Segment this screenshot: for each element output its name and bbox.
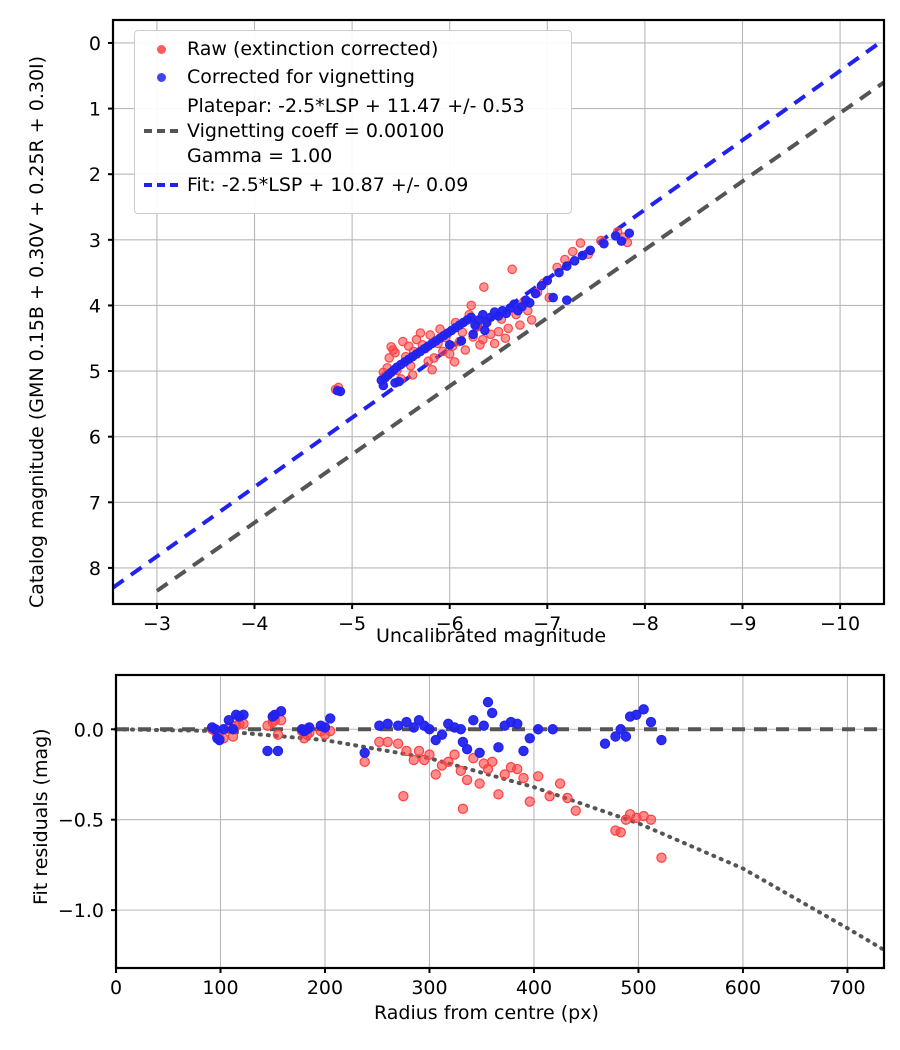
legend-item-corrected: Corrected for vignetting: [135, 63, 571, 91]
svg-text:−0.5: −0.5: [58, 810, 104, 832]
svg-text:−5: −5: [338, 613, 366, 635]
svg-text:500: 500: [620, 977, 656, 999]
svg-text:−3: −3: [143, 613, 171, 635]
legend-label-raw: Raw (extinction corrected): [187, 38, 439, 60]
svg-text:200: 200: [307, 977, 343, 999]
legend-label-platepar-1: Platepar: -2.5*LSP + 11.47 +/- 0.53: [187, 94, 525, 117]
svg-text:−6: −6: [436, 613, 464, 635]
svg-text:600: 600: [725, 977, 761, 999]
svg-text:0: 0: [110, 977, 122, 999]
svg-text:3: 3: [89, 230, 101, 252]
svg-text:−7: −7: [533, 613, 561, 635]
legend-item-raw: Raw (extinction corrected): [135, 35, 571, 63]
svg-text:−8: −8: [631, 613, 659, 635]
legend: Raw (extinction corrected) Corrected for…: [134, 30, 572, 214]
svg-text:700: 700: [829, 977, 865, 999]
platepar-line-icon: [135, 129, 187, 133]
legend-item-fit: Fit: -2.5*LSP + 10.87 +/- 0.09: [135, 171, 571, 199]
top-panel-x-axis-label: Uncalibrated magnitude: [376, 625, 607, 647]
corrected-marker-icon: [135, 72, 187, 82]
svg-text:8: 8: [89, 558, 101, 580]
svg-text:6: 6: [89, 427, 101, 449]
raw-marker-icon: [135, 44, 187, 54]
svg-text:−9: −9: [728, 613, 756, 635]
bottom-panel-y-axis-label: Fit residuals (mag): [30, 728, 52, 905]
svg-text:4: 4: [89, 295, 101, 317]
svg-text:−10: −10: [820, 613, 860, 635]
svg-text:1: 1: [89, 99, 101, 121]
legend-label-fit: Fit: -2.5*LSP + 10.87 +/- 0.09: [187, 174, 469, 196]
svg-text:400: 400: [516, 977, 552, 999]
svg-text:0: 0: [89, 33, 101, 55]
svg-text:0.0: 0.0: [74, 719, 104, 741]
fit-line-icon: [135, 183, 187, 187]
legend-label-corrected: Corrected for vignetting: [187, 66, 415, 88]
svg-text:−4: −4: [241, 613, 269, 635]
legend-label-platepar-3: Gamma = 1.00: [187, 144, 333, 167]
bottom-panel-x-axis-label: Radius from centre (px): [374, 1002, 599, 1024]
svg-text:300: 300: [411, 977, 447, 999]
svg-text:−1.0: −1.0: [58, 900, 104, 922]
svg-text:7: 7: [89, 492, 101, 514]
legend-label-platepar-2: Vignetting coeff = 0.00100: [187, 119, 445, 142]
svg-text:5: 5: [89, 361, 101, 383]
legend-item-platepar: Platepar: -2.5*LSP + 11.47 +/- 0.53 Vign…: [135, 91, 571, 171]
svg-text:100: 100: [202, 977, 238, 999]
svg-text:2: 2: [89, 164, 101, 186]
